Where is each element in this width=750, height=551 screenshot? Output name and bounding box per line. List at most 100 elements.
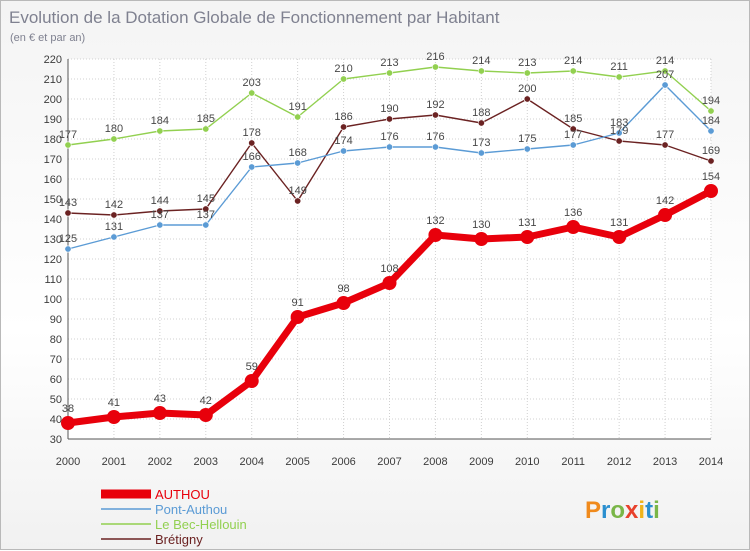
- x-tick-label: 2002: [148, 456, 172, 468]
- y-tick-label: 130: [44, 234, 62, 246]
- legend-label: Le Bec-Hellouin: [155, 517, 247, 532]
- data-point: [152, 406, 167, 420]
- data-point: [431, 63, 439, 71]
- data-point: [64, 141, 72, 149]
- data-point: [244, 374, 259, 388]
- x-tick-label: 2011: [561, 456, 585, 468]
- data-label: 143: [59, 197, 77, 209]
- logo-letter: i: [638, 497, 645, 524]
- data-label: 136: [564, 207, 582, 219]
- data-label: 191: [288, 101, 306, 113]
- data-label: 177: [564, 129, 582, 141]
- x-tick-label: 2001: [102, 456, 126, 468]
- data-label: 176: [426, 131, 444, 143]
- data-point: [523, 95, 531, 103]
- y-tick-label: 160: [44, 174, 62, 186]
- data-label: 38: [62, 403, 74, 415]
- data-point: [202, 221, 210, 229]
- data-point: [290, 310, 305, 324]
- y-tick-label: 120: [44, 254, 62, 266]
- data-point: [569, 141, 577, 149]
- data-point: [385, 115, 393, 123]
- x-tick-label: 2008: [423, 456, 447, 468]
- label-layer: 38 41 43 42 59 91 98 108 132 130 131 136 131 142 154 12…: [59, 51, 720, 415]
- data-point: [615, 73, 623, 81]
- data-label: 144: [151, 195, 169, 207]
- data-label: 194: [702, 95, 720, 107]
- data-label: 216: [426, 51, 444, 63]
- x-tick-label: 2012: [607, 456, 631, 468]
- data-point: [431, 143, 439, 151]
- data-point: [198, 408, 213, 422]
- data-point: [156, 221, 164, 229]
- data-point: [156, 127, 164, 135]
- y-tick-label: 40: [50, 414, 62, 426]
- data-label: 200: [518, 83, 536, 95]
- data-point: [661, 67, 669, 75]
- y-tick-label: 80: [50, 334, 62, 346]
- data-point: [110, 233, 118, 241]
- data-label: 190: [380, 103, 398, 115]
- data-point: [477, 67, 485, 75]
- data-point: [294, 197, 302, 205]
- data-label: 214: [656, 55, 674, 67]
- data-label: 41: [108, 397, 120, 409]
- x-tick-label: 2009: [469, 456, 493, 468]
- legend-label: Pont-Authou: [155, 502, 227, 517]
- data-label: 42: [200, 395, 212, 407]
- data-point: [340, 75, 348, 83]
- data-point: [110, 135, 118, 143]
- data-point: [340, 147, 348, 155]
- data-label: 91: [292, 297, 304, 309]
- data-point: [661, 141, 669, 149]
- data-point: [707, 127, 715, 135]
- x-tick-label: 2000: [56, 456, 80, 468]
- x-tick-label: 2005: [285, 456, 309, 468]
- data-label: 185: [564, 113, 582, 125]
- y-tick-label: 30: [50, 434, 62, 446]
- y-tick-label: 70: [50, 354, 62, 366]
- data-label: 214: [564, 55, 582, 67]
- data-point: [382, 276, 397, 290]
- data-point: [523, 69, 531, 77]
- y-tick-label: 170: [44, 154, 62, 166]
- chart-subtitle: (en € et par an): [10, 32, 85, 44]
- legend-label: Brétigny: [155, 532, 203, 547]
- data-label: 203: [243, 77, 261, 89]
- data-label: 179: [610, 125, 628, 137]
- y-tick-label: 140: [44, 214, 62, 226]
- data-label: 184: [151, 115, 169, 127]
- data-point: [202, 205, 210, 213]
- data-point: [520, 230, 535, 244]
- y-tick-label: 200: [44, 94, 62, 106]
- logo-letter: P: [585, 497, 601, 524]
- y-tick-label: 110: [44, 274, 62, 286]
- y-tick-label: 90: [50, 314, 62, 326]
- data-label: 108: [380, 263, 398, 275]
- data-point: [428, 228, 443, 242]
- logo-letter: x: [625, 497, 639, 524]
- data-label: 214: [472, 55, 490, 67]
- logo-letter: i: [653, 497, 660, 524]
- data-label: 137: [151, 209, 169, 221]
- data-label: 175: [518, 133, 536, 145]
- x-tick-label: 2006: [331, 456, 355, 468]
- data-point: [615, 137, 623, 145]
- logo-letter: r: [601, 497, 610, 524]
- data-point: [612, 230, 627, 244]
- data-label: 186: [334, 111, 352, 123]
- data-label: 131: [610, 217, 628, 229]
- data-label: 174: [334, 135, 352, 147]
- data-point: [64, 209, 72, 217]
- data-point: [707, 107, 715, 115]
- data-point: [248, 163, 256, 171]
- data-label: 142: [105, 199, 123, 211]
- data-label: 125: [59, 233, 77, 245]
- y-tick-label: 50: [50, 394, 62, 406]
- data-label: 192: [426, 99, 444, 111]
- data-label: 130: [472, 219, 490, 231]
- data-point: [156, 207, 164, 215]
